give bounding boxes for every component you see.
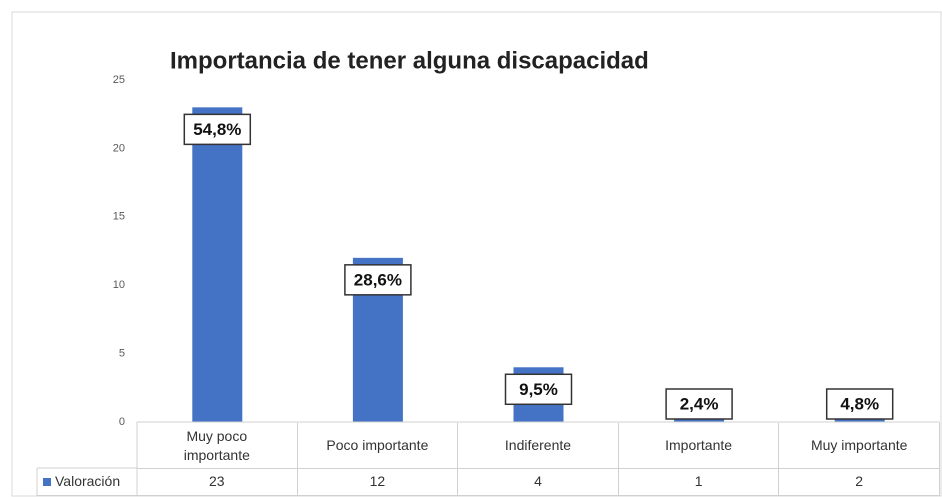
x-tick-label: Muy poco importante xyxy=(137,423,298,469)
legend-swatch xyxy=(43,477,51,486)
table-value: 2 xyxy=(779,468,940,496)
legend-label: Valoración xyxy=(55,473,121,490)
y-tick-label: 5 xyxy=(119,348,125,360)
y-tick-label: 25 xyxy=(113,74,125,86)
x-tick-label: Poco importante xyxy=(297,423,459,469)
data-label-box xyxy=(504,373,573,406)
y-tick-label: 10 xyxy=(113,279,125,291)
x-tick-label-text: Muy poco importante xyxy=(183,428,250,463)
y-tick-label: 0 xyxy=(119,416,125,428)
data-label: 4,8% xyxy=(840,394,879,413)
data-label: 54,8% xyxy=(193,120,241,139)
table-value-text: 23 xyxy=(209,473,225,490)
x-tick-label: Importante xyxy=(618,423,780,469)
table-value: 1 xyxy=(618,468,780,496)
y-tick-label: 20 xyxy=(113,142,125,154)
x-tick-label-text: Indiferente xyxy=(504,437,572,454)
chart-title: Importancia de tener alguna discapacidad xyxy=(170,47,649,74)
y-tick-label: 15 xyxy=(113,211,125,223)
legend-cell: Valoración xyxy=(37,468,137,496)
data-label: 28,6% xyxy=(354,270,402,289)
bar xyxy=(192,107,243,423)
x-tick-label: Muy importante xyxy=(779,423,940,469)
data-label-box xyxy=(665,388,733,420)
table-value-text: 1 xyxy=(694,473,703,490)
table-value-text: 4 xyxy=(534,473,542,490)
data-label-box xyxy=(183,113,252,146)
x-tick-label: Indiferente xyxy=(458,423,619,469)
data-label-box xyxy=(825,388,894,420)
table-value-text: 2 xyxy=(855,473,864,490)
x-tick-label-text: Poco importante xyxy=(326,437,429,454)
data-label: 9,5% xyxy=(519,380,558,399)
table-value: 4 xyxy=(458,468,619,496)
table-value: 23 xyxy=(137,468,298,496)
table-value: 12 xyxy=(297,468,459,496)
table-value-text: 12 xyxy=(369,473,386,490)
x-tick-label-text: Muy importante xyxy=(810,437,908,454)
data-label: 2,4% xyxy=(680,394,719,413)
chart-frame xyxy=(11,11,942,497)
x-tick-label-text: Importante xyxy=(665,437,733,454)
data-label-box xyxy=(344,264,412,296)
